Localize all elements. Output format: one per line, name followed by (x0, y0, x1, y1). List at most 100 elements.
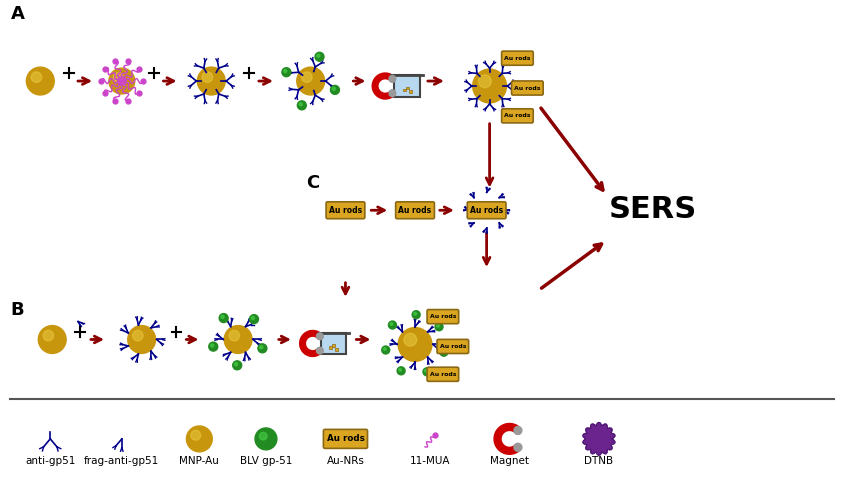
Circle shape (514, 427, 522, 434)
Circle shape (229, 330, 240, 341)
Circle shape (233, 361, 241, 370)
Circle shape (127, 326, 155, 353)
Circle shape (221, 315, 225, 318)
Circle shape (389, 75, 396, 82)
Circle shape (414, 312, 417, 315)
Circle shape (398, 368, 402, 371)
Circle shape (383, 347, 387, 350)
Circle shape (425, 369, 427, 372)
Circle shape (297, 67, 325, 95)
Circle shape (299, 103, 302, 106)
Circle shape (38, 326, 66, 353)
Circle shape (301, 72, 312, 83)
FancyBboxPatch shape (394, 75, 420, 97)
Text: A: A (10, 5, 24, 23)
Text: SERS: SERS (609, 195, 697, 224)
FancyBboxPatch shape (468, 202, 506, 219)
Circle shape (259, 433, 267, 440)
FancyBboxPatch shape (511, 81, 544, 95)
Circle shape (315, 52, 324, 61)
Circle shape (398, 328, 432, 362)
Text: BLV gp-51: BLV gp-51 (240, 456, 292, 466)
Text: anti-gp51: anti-gp51 (25, 456, 75, 466)
Text: Au rods: Au rods (514, 86, 541, 90)
Text: Au-NRs: Au-NRs (327, 456, 365, 466)
Text: Au rods: Au rods (504, 113, 531, 118)
Circle shape (260, 346, 262, 349)
Text: Au rods: Au rods (329, 206, 362, 215)
Circle shape (219, 313, 228, 323)
FancyBboxPatch shape (501, 109, 533, 123)
Circle shape (284, 69, 287, 72)
Text: Au rods: Au rods (398, 206, 431, 215)
Circle shape (225, 326, 252, 353)
Circle shape (202, 72, 213, 83)
Text: DTNB: DTNB (584, 456, 614, 466)
Circle shape (252, 316, 255, 320)
FancyBboxPatch shape (321, 332, 346, 354)
Text: Au rods: Au rods (327, 434, 365, 443)
Text: Au rods: Au rods (504, 56, 531, 61)
FancyBboxPatch shape (403, 88, 406, 91)
Circle shape (390, 323, 392, 326)
Circle shape (404, 333, 417, 346)
Circle shape (316, 54, 320, 57)
FancyBboxPatch shape (427, 367, 458, 382)
Text: frag-anti-gp51: frag-anti-gp51 (84, 456, 160, 466)
Circle shape (187, 426, 213, 452)
Circle shape (109, 68, 135, 94)
Circle shape (440, 348, 448, 356)
Text: B: B (10, 301, 24, 319)
FancyBboxPatch shape (335, 348, 338, 351)
FancyBboxPatch shape (332, 344, 335, 347)
Text: Magnet: Magnet (490, 456, 529, 466)
Circle shape (208, 342, 218, 351)
Circle shape (436, 324, 440, 327)
FancyBboxPatch shape (501, 51, 533, 65)
FancyBboxPatch shape (326, 202, 365, 219)
FancyBboxPatch shape (406, 87, 408, 89)
Text: Au rods: Au rods (470, 206, 503, 215)
Circle shape (211, 344, 214, 347)
Circle shape (250, 314, 258, 324)
Circle shape (331, 86, 339, 94)
Circle shape (441, 350, 444, 352)
Polygon shape (583, 422, 614, 455)
Text: 11-MUA: 11-MUA (409, 456, 450, 466)
Circle shape (133, 330, 143, 341)
Circle shape (388, 321, 397, 329)
Circle shape (381, 346, 390, 354)
Circle shape (316, 333, 323, 340)
Text: MNP-Au: MNP-Au (180, 456, 219, 466)
Circle shape (412, 311, 420, 319)
Circle shape (316, 347, 323, 354)
Text: Au rods: Au rods (430, 372, 456, 377)
Circle shape (333, 87, 335, 90)
Circle shape (297, 101, 306, 110)
Circle shape (191, 431, 201, 440)
Text: C: C (306, 174, 319, 192)
Text: Au rods: Au rods (430, 314, 456, 319)
FancyBboxPatch shape (329, 346, 332, 349)
Circle shape (235, 363, 238, 366)
Circle shape (197, 67, 225, 95)
Circle shape (43, 330, 54, 341)
Circle shape (398, 367, 405, 375)
Circle shape (282, 68, 291, 77)
Circle shape (479, 75, 491, 87)
Circle shape (514, 443, 522, 451)
Circle shape (389, 90, 396, 97)
Circle shape (113, 72, 123, 82)
FancyBboxPatch shape (437, 339, 468, 353)
Circle shape (435, 323, 443, 331)
Circle shape (31, 72, 41, 83)
Text: Au rods: Au rods (440, 344, 466, 349)
Circle shape (26, 67, 54, 95)
Circle shape (473, 69, 506, 103)
Circle shape (423, 368, 431, 376)
FancyBboxPatch shape (396, 202, 435, 219)
Circle shape (255, 428, 277, 450)
FancyBboxPatch shape (427, 310, 458, 324)
Circle shape (258, 344, 267, 353)
FancyBboxPatch shape (408, 90, 412, 93)
